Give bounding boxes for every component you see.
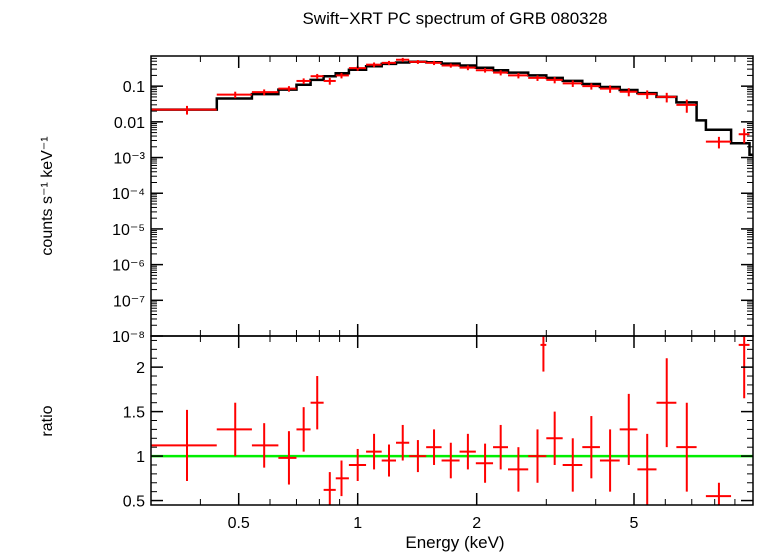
- ratio-point: [637, 433, 657, 505]
- data-point: [381, 60, 397, 66]
- data-point: [251, 89, 279, 96]
- data-point: [396, 57, 410, 62]
- ratio-point: [582, 416, 600, 479]
- ratio-point: [348, 448, 367, 481]
- y-tick-label: 0.01: [114, 115, 145, 132]
- data-point: [335, 72, 349, 79]
- data-point: [296, 78, 311, 84]
- y-tick-label: 10⁻³: [113, 151, 145, 168]
- data-point: [310, 73, 324, 79]
- x-axis-label: Energy (keV): [405, 533, 504, 552]
- data-point: [676, 99, 697, 113]
- data-point: [323, 77, 336, 85]
- y-tick-label: 10⁻⁴: [112, 186, 145, 203]
- x-tick-label: 1: [353, 515, 362, 532]
- data-point: [528, 75, 547, 81]
- ratio-y-tick-label: 0.5: [123, 494, 145, 511]
- data-point: [459, 65, 476, 71]
- data-point: [637, 90, 657, 99]
- ratio-point: [599, 429, 620, 492]
- x-axis-ticks: [150, 56, 754, 336]
- ratio-y-tick-label: 1.5: [123, 405, 145, 422]
- ratio-point: [562, 438, 583, 492]
- ratio-point: [475, 443, 494, 483]
- ratio-x-axis-ticks: 0.5 1 2 5: [150, 336, 754, 532]
- data-point: [278, 86, 297, 92]
- data-point: [656, 92, 677, 103]
- ratio-point: [366, 433, 382, 470]
- data-point: [738, 128, 750, 144]
- ratio-point: [493, 424, 508, 470]
- spectrum-panel: 0.1 0.01 10⁻³ 10⁻⁴ 10⁻⁵ 10⁻⁶ 10⁻⁷ 10⁻⁸: [112, 55, 754, 346]
- data-point: [475, 68, 494, 73]
- ratio-point: [310, 376, 324, 430]
- x-tick-label: 0.5: [228, 515, 250, 532]
- ratio-point: [459, 433, 476, 470]
- y-tick-label: 10⁻⁶: [112, 258, 145, 275]
- data-point: [441, 63, 460, 68]
- data-point: [562, 80, 583, 87]
- y-tick-label: 10⁻⁸: [112, 329, 145, 346]
- model-step-line: [151, 60, 753, 156]
- ratio-panel-frame: [150, 335, 754, 506]
- ratio-series: [151, 336, 750, 505]
- ratio-point: [546, 411, 563, 465]
- y-tick-label: 10⁻⁷: [113, 293, 145, 310]
- ratio-point: [335, 460, 349, 497]
- data-point: [546, 77, 563, 84]
- ratio-y-tick-label: 2: [136, 360, 145, 377]
- ratio-point: [507, 447, 529, 492]
- data-point: [599, 85, 620, 93]
- y-tick-label: 10⁻⁵: [112, 222, 145, 239]
- data-series: [151, 57, 750, 149]
- ratio-point: [381, 444, 397, 477]
- ratio-y-axis-label: ratio: [39, 405, 56, 436]
- ratio-point: [216, 402, 252, 457]
- data-point: [366, 62, 382, 68]
- data-point: [493, 70, 508, 76]
- ratio-y-axis-ticks: 0.5 1 1.5 2: [123, 339, 753, 511]
- ratio-point: [676, 402, 697, 492]
- x-tick-label: 2: [472, 515, 481, 532]
- ratio-point: [296, 407, 311, 452]
- ratio-point: [278, 431, 297, 485]
- ratio-point: [441, 442, 460, 479]
- data-point: [705, 136, 732, 149]
- ratio-y-tick-label: 1: [136, 449, 145, 466]
- ratio-panel: 0.5 1 1.5 2 0.5 1 2 5: [123, 335, 754, 532]
- data-point: [151, 105, 217, 115]
- model-series: [151, 60, 753, 156]
- data-point: [507, 72, 529, 79]
- chart-title: Swift−XRT PC spectrum of GRB 080328: [302, 9, 607, 28]
- ratio-point: [528, 429, 547, 483]
- ratio-point: [323, 472, 336, 505]
- data-point: [216, 91, 252, 99]
- data-point: [426, 60, 442, 66]
- x-tick-label: 5: [630, 515, 639, 532]
- ratio-point: [656, 358, 677, 448]
- ratio-point: [705, 482, 732, 505]
- ratio-point: [251, 423, 279, 468]
- ratio-point: [619, 393, 638, 465]
- data-point: [619, 88, 638, 97]
- data-point: [409, 60, 427, 64]
- ratio-point: [540, 336, 547, 372]
- ratio-point: [396, 424, 410, 461]
- data-point: [582, 83, 600, 90]
- ratio-point: [151, 409, 217, 481]
- ratio-point: [426, 429, 442, 465]
- y-axis-ticks: 0.1 0.01 10⁻³ 10⁻⁴ 10⁻⁵ 10⁻⁶ 10⁻⁷ 10⁻⁸: [112, 55, 753, 346]
- y-tick-label: 0.1: [123, 79, 145, 96]
- ratio-point: [409, 440, 427, 473]
- spectrum-y-axis-label: counts s⁻¹ keV⁻¹: [39, 136, 56, 255]
